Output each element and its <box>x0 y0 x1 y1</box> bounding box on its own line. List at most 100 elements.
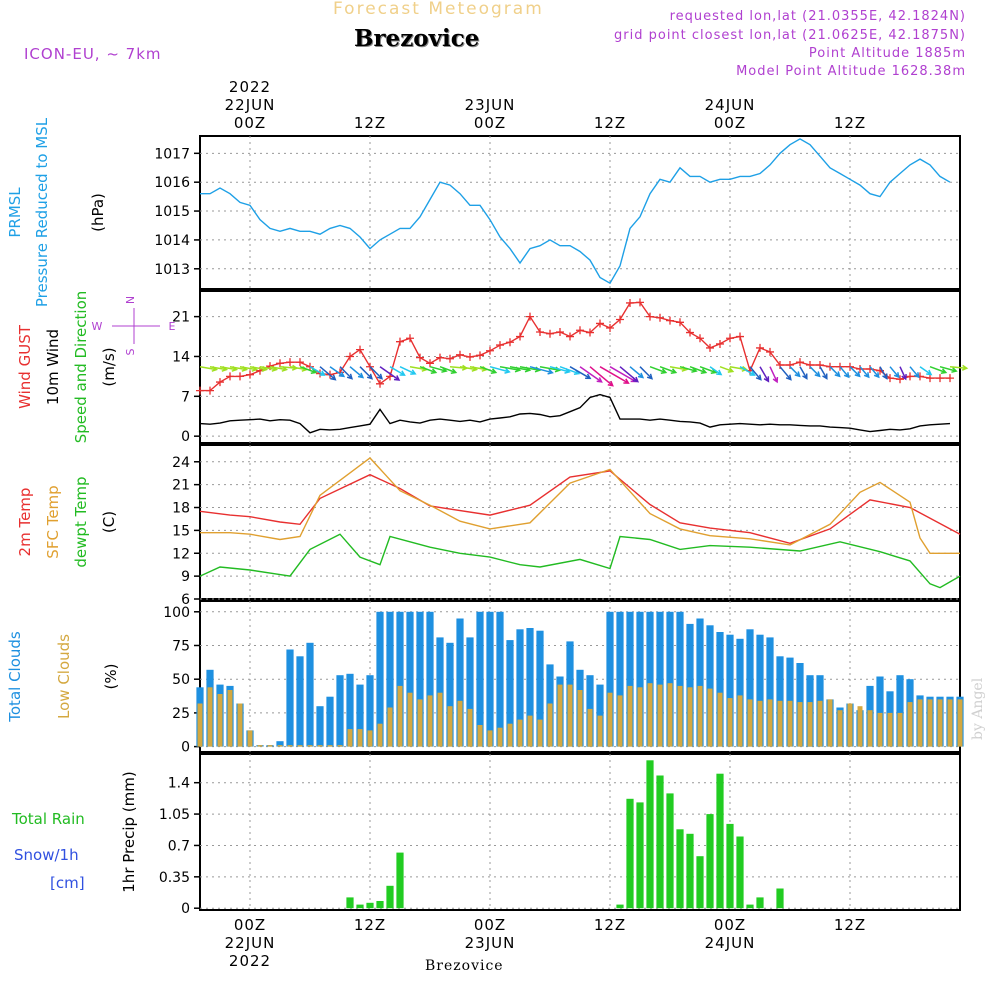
clouds-bar <box>517 719 523 747</box>
clouds-bar <box>597 715 603 747</box>
wind-arrow <box>719 365 735 373</box>
clouds-bar <box>677 685 683 747</box>
gust-marker <box>516 332 524 341</box>
clouds-bar <box>197 703 203 747</box>
series-line <box>199 470 961 545</box>
gust-marker <box>476 351 484 360</box>
gust-marker <box>406 334 414 343</box>
gust-marker <box>426 359 434 368</box>
gust-marker <box>806 361 814 370</box>
compass-s: S <box>124 348 137 355</box>
clouds-bar <box>317 745 323 747</box>
wind-arrow <box>739 366 756 376</box>
wind-arrow <box>359 366 374 380</box>
clouds-bar <box>447 706 453 747</box>
y-tick-label: 6 <box>181 592 190 608</box>
gust-marker <box>346 352 354 361</box>
wind-arrow <box>689 365 708 374</box>
y-tick-label: 24 <box>172 455 190 471</box>
clouds-bar <box>626 611 634 747</box>
clouds-bar <box>436 637 444 747</box>
precipitation-bar <box>726 823 734 909</box>
clouds-bar <box>657 684 663 747</box>
temperature-ylabel: 2m Temp <box>16 488 34 557</box>
clouds-bar <box>297 745 303 747</box>
clouds-bar <box>907 702 913 747</box>
clouds-bar <box>326 696 334 747</box>
clouds-bar <box>537 719 543 747</box>
y-tick-label: 1.4 <box>168 776 190 792</box>
clouds-bar <box>357 729 363 747</box>
clouds-bar <box>676 611 684 747</box>
meteogram-title: Forecast Meteogram <box>333 0 544 19</box>
bottom-time-label: 23JUN <box>465 934 516 952</box>
clouds-bar <box>367 730 373 747</box>
gust-marker <box>656 313 664 322</box>
gust-marker <box>926 374 934 383</box>
series-line <box>200 301 950 392</box>
clouds-bar <box>736 638 744 747</box>
clouds-bar <box>307 745 313 747</box>
compass-w: W <box>92 320 103 333</box>
gust-marker <box>576 326 584 335</box>
clouds-bar <box>627 685 633 747</box>
clouds-bar <box>377 723 383 747</box>
clouds-bar <box>697 685 703 747</box>
wind-arrow <box>759 366 770 383</box>
wind-arrow <box>709 366 723 376</box>
clouds-bar <box>877 712 883 747</box>
gust-marker <box>796 358 804 367</box>
wind-arrow <box>319 366 337 381</box>
clouds-bar <box>777 700 783 747</box>
clouds-bar <box>867 710 873 747</box>
clouds-bar <box>636 611 644 747</box>
clouds-bar <box>616 611 624 747</box>
clouds-bar <box>757 700 763 747</box>
gust-marker <box>296 358 304 367</box>
clouds-bar <box>716 632 724 747</box>
y-tick-label: 1017 <box>154 146 190 162</box>
clouds-bar <box>487 730 493 747</box>
clouds-bar <box>957 699 963 747</box>
clouds-bar <box>647 683 653 747</box>
y-tick-label: 75 <box>172 638 190 654</box>
wind-arrow <box>439 365 458 374</box>
wind-arrow <box>789 366 801 378</box>
wind-arrow <box>829 366 841 378</box>
clouds-bar <box>687 687 693 747</box>
temperature-ylabel: (C) <box>100 511 118 533</box>
wind-panel: 0 7 14 21 Wind GUST 10m Wind Speed and Directi… <box>16 290 969 445</box>
clouds-bar <box>437 692 443 747</box>
gust-marker <box>236 372 244 381</box>
gust-marker <box>716 339 724 348</box>
clouds-bar <box>917 699 923 747</box>
precipitation-bar <box>396 852 404 909</box>
gust-marker <box>486 346 494 355</box>
clouds-bar <box>486 611 494 747</box>
temperature-ylabel: SFC Temp <box>44 485 62 558</box>
precipitation-bar <box>706 814 714 909</box>
gust-marker <box>706 343 714 352</box>
wind-arrow <box>419 365 438 374</box>
clouds-bar <box>606 611 614 747</box>
gust-marker <box>356 345 364 354</box>
clouds-bar <box>467 708 473 747</box>
precipitation-frame <box>199 753 961 911</box>
clouds-bar <box>296 656 304 747</box>
gust-marker <box>756 343 764 352</box>
y-tick-label: 50 <box>172 672 190 688</box>
clouds-bar <box>397 685 403 747</box>
clouds-bar <box>717 692 723 747</box>
wind-arrow <box>749 366 762 381</box>
bottom-time-label: 00Z <box>234 916 266 934</box>
pressure-ylabel: PRMSL <box>6 187 24 238</box>
wind-arrow <box>399 366 417 375</box>
clouds-bar <box>516 629 524 747</box>
gust-marker <box>586 328 594 337</box>
clouds-bar <box>646 611 654 747</box>
wind-arrow <box>389 366 406 376</box>
clouds-bar <box>287 745 293 747</box>
clouds-bar <box>426 611 434 747</box>
wind-arrow <box>489 365 511 374</box>
clouds-bar <box>767 699 773 747</box>
